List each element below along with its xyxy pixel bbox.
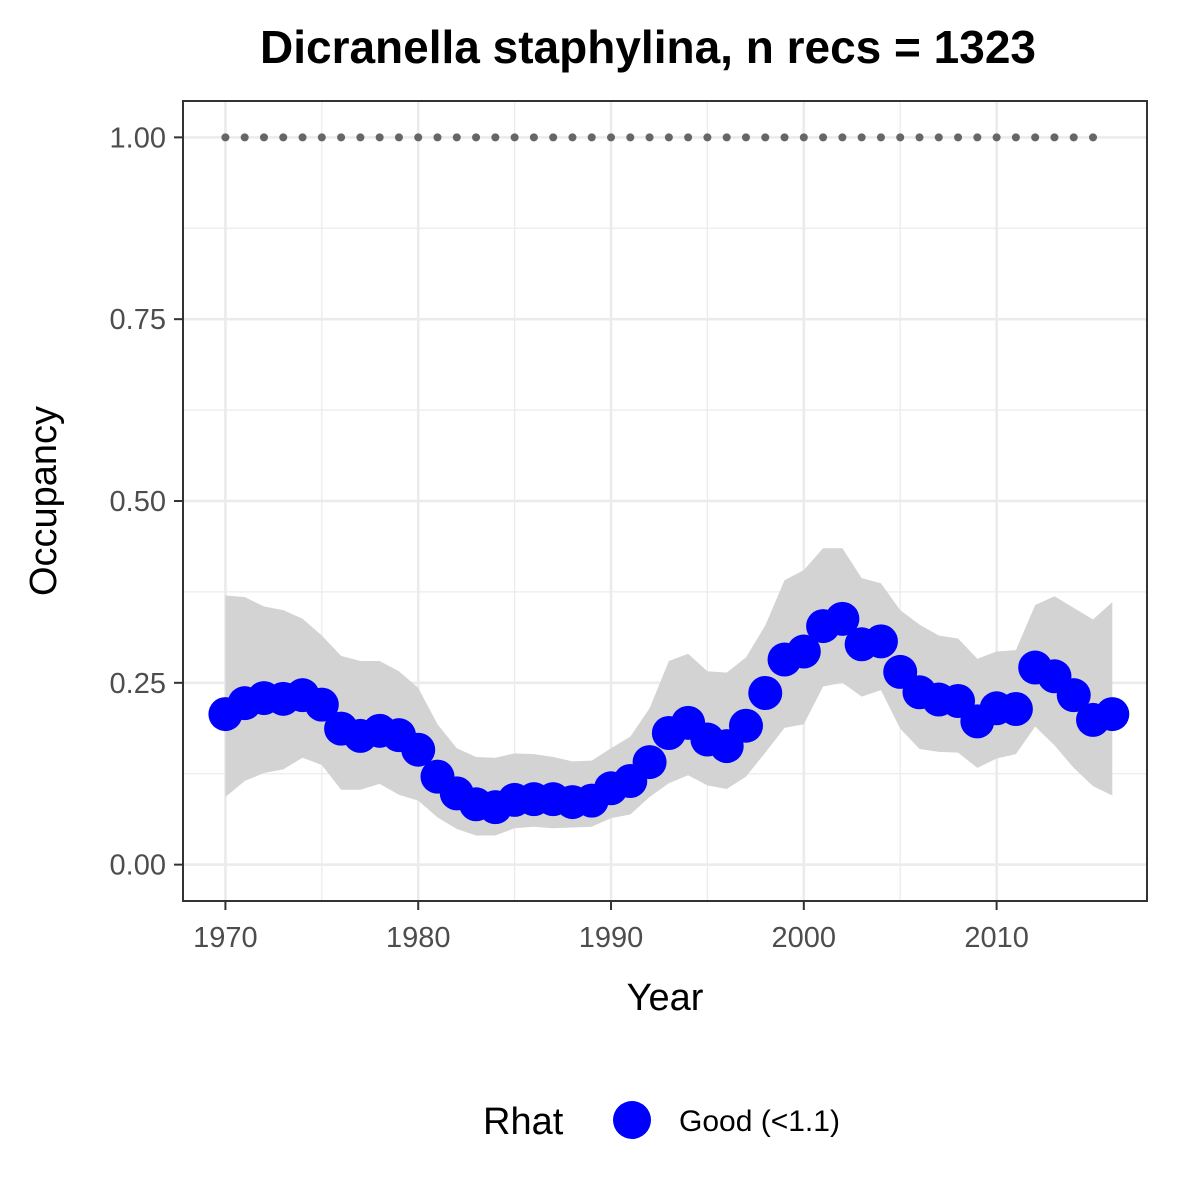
legend-title: Rhat — [483, 1101, 564, 1143]
reference-dot — [838, 133, 847, 142]
reference-dot — [1031, 133, 1040, 142]
reference-dot — [1069, 133, 1078, 142]
reference-dotted-line — [221, 133, 1098, 142]
reference-dot — [414, 133, 423, 142]
reference-dot — [394, 133, 403, 142]
reference-dot — [722, 133, 731, 142]
reference-dot — [799, 133, 808, 142]
y-tick-label: 0.25 — [110, 668, 166, 700]
data-point — [401, 732, 436, 767]
reference-dot — [279, 133, 288, 142]
reference-dot — [973, 133, 982, 142]
y-tick-label: 1.00 — [110, 122, 166, 154]
reference-dot — [375, 133, 384, 142]
reference-dot — [645, 133, 654, 142]
reference-dot — [549, 133, 558, 142]
reference-dot — [741, 133, 750, 142]
data-point — [304, 687, 339, 722]
y-axis-title: Occupancy — [23, 406, 65, 596]
legend: Rhat Good (<1.1) — [483, 1101, 840, 1143]
reference-dot — [221, 133, 230, 142]
reference-dot — [684, 133, 693, 142]
reference-dot — [819, 133, 828, 142]
x-axis-title: Year — [627, 977, 704, 1019]
legend-key-point — [613, 1101, 651, 1139]
y-tick-label: 0.50 — [110, 486, 166, 518]
reference-dot — [626, 133, 635, 142]
reference-dot — [337, 133, 346, 142]
chart-title: Dicranella staphylina, n recs = 1323 — [260, 21, 1036, 73]
reference-dot — [915, 133, 924, 142]
x-tick-label: 1980 — [386, 922, 451, 954]
x-tick-label: 1970 — [193, 922, 258, 954]
axis-ticks: 0.00 0.25 0.50 0.75 1.00 1970 1980 1990 2000 2010 — [110, 122, 1029, 954]
reference-dot — [954, 133, 963, 142]
x-tick-label: 2000 — [772, 922, 837, 954]
reference-dot — [433, 133, 442, 142]
reference-dot — [472, 133, 481, 142]
data-point — [1095, 697, 1130, 732]
reference-dot — [298, 133, 307, 142]
reference-dot — [1050, 133, 1059, 142]
occupancy-points — [208, 601, 1130, 825]
data-point — [825, 601, 860, 636]
reference-dot — [780, 133, 789, 142]
reference-dot — [452, 133, 461, 142]
x-tick-label: 1990 — [579, 922, 644, 954]
y-tick-label: 0.00 — [110, 850, 166, 882]
reference-dot — [934, 133, 943, 142]
reference-dot — [857, 133, 866, 142]
reference-dot — [1011, 133, 1020, 142]
data-point — [632, 745, 667, 780]
y-tick-label: 0.75 — [110, 304, 166, 336]
reference-dot — [491, 133, 500, 142]
reference-dot — [607, 133, 616, 142]
reference-dot — [510, 133, 519, 142]
reference-dot — [1089, 133, 1098, 142]
data-point — [998, 692, 1033, 726]
reference-dot — [896, 133, 905, 142]
reference-dot — [568, 133, 577, 142]
x-tick-label: 2010 — [964, 922, 1029, 954]
reference-dot — [317, 133, 326, 142]
reference-dot — [259, 133, 268, 142]
data-point — [728, 708, 763, 743]
reference-dot — [240, 133, 249, 142]
reference-dot — [529, 133, 538, 142]
reference-dot — [761, 133, 770, 142]
reference-dot — [703, 133, 712, 142]
reference-dot — [587, 133, 596, 142]
reference-dot — [992, 133, 1001, 142]
reference-dot — [664, 133, 673, 142]
data-point — [1056, 678, 1091, 713]
data-point — [863, 624, 898, 659]
reference-dot — [356, 133, 365, 142]
data-point — [748, 676, 783, 710]
legend-label-good: Good (<1.1) — [679, 1105, 840, 1138]
data-point — [786, 634, 821, 669]
reference-dot — [876, 133, 885, 142]
